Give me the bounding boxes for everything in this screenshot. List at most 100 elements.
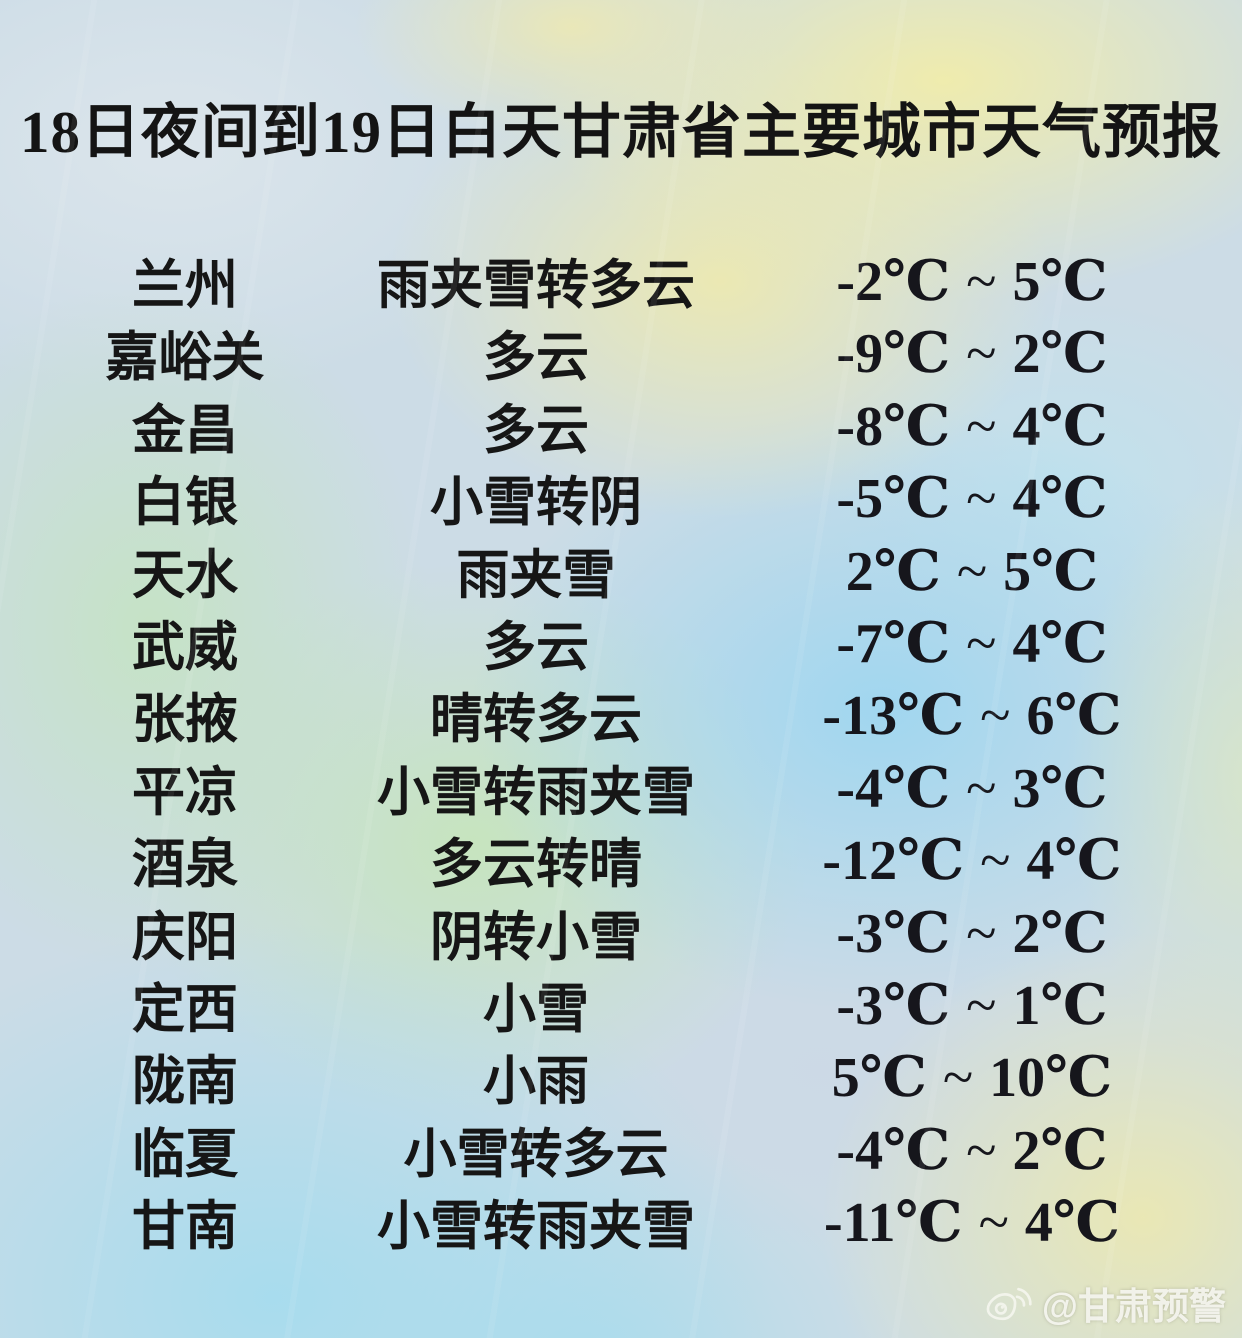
city-name: 临夏 — [132, 1125, 238, 1184]
watermark-handle: @甘肃预警 — [1041, 1286, 1226, 1327]
temperature-range: -9℃ ~2℃ — [762, 320, 1182, 386]
city-name: 白银 — [132, 474, 238, 533]
weather-condition: 雨夹雪转多云 — [377, 257, 695, 315]
temp-high: 4℃ — [1012, 612, 1108, 675]
weather-condition: 小雪转阴 — [430, 474, 642, 533]
temperature-range: -13℃ ~6℃ — [762, 682, 1182, 748]
temperature-range: -4℃ ~3℃ — [762, 755, 1182, 821]
temp-separator: ~ — [966, 251, 997, 313]
temp-high: 2℃ — [1012, 323, 1108, 386]
temp-separator: ~ — [966, 902, 997, 965]
poster-title: 18日夜间到19日白天甘肃省主要城市天气预报 — [19, 99, 1222, 165]
weather-condition: 多云转晴 — [430, 836, 642, 895]
temp-separator: ~ — [942, 1047, 974, 1110]
forecast-row: 酒泉 多云转晴 -12℃ ~4℃ — [60, 822, 1182, 894]
weather-condition: 小雪转雨夹雪 — [377, 1198, 695, 1257]
weather-condition: 晴转多云 — [430, 691, 642, 750]
temp-separator: ~ — [966, 468, 997, 531]
temp-separator: ~ — [978, 1192, 1009, 1255]
temp-separator: ~ — [966, 974, 997, 1037]
temp-high: 4℃ — [1026, 830, 1122, 893]
temp-high: 3℃ — [1012, 757, 1108, 820]
weather-condition: 雨夹雪 — [456, 546, 616, 605]
city-name: 武威 — [132, 618, 238, 677]
temp-separator: ~ — [980, 830, 1011, 893]
temp-low: -12℃ — [822, 830, 965, 893]
temperature-range: -7℃ ~4℃ — [762, 610, 1182, 676]
temp-high: 6℃ — [1026, 685, 1122, 748]
weather-condition: 小雪 — [483, 980, 589, 1039]
city-name: 嘉峪关 — [105, 329, 265, 388]
temp-low: -13℃ — [822, 685, 965, 748]
temp-separator: ~ — [966, 323, 997, 386]
city-name: 天水 — [132, 546, 238, 605]
temperature-range: -4℃ ~2℃ — [762, 1117, 1182, 1183]
weather-condition: 小雪转雨夹雪 — [377, 763, 695, 822]
forecast-row: 白银 小雪转阴 -5℃ ~4℃ — [60, 460, 1182, 532]
temp-high: 4℃ — [1024, 1192, 1121, 1255]
temp-separator: ~ — [966, 395, 997, 458]
city-name: 平凉 — [132, 763, 238, 822]
forecast-row: 武威 多云 -7℃ ~4℃ — [60, 605, 1182, 677]
temp-low: -7℃ — [836, 612, 951, 675]
forecast-row: 金昌 多云 -8℃ ~4℃ — [60, 388, 1182, 460]
temperature-range: -2℃ ~5℃ — [762, 248, 1182, 314]
weather-condition: 多云 — [483, 329, 589, 388]
city-name: 张掖 — [132, 691, 238, 750]
temp-low: -5℃ — [836, 468, 951, 531]
city-name: 酒泉 — [132, 836, 238, 895]
temp-high: 4℃ — [1012, 468, 1108, 531]
forecast-row: 庆阳 阴转小雪 -3℃ ~2℃ — [60, 895, 1182, 967]
temp-high: 10℃ — [989, 1047, 1113, 1110]
weather-condition: 多云 — [483, 401, 589, 460]
watermark: @甘肃预警 — [984, 1276, 1226, 1330]
temp-high: 4℃ — [1012, 395, 1108, 458]
temp-high: 5℃ — [1012, 251, 1108, 313]
forecast-row: 平凉 小雪转雨夹雪 -4℃ ~3℃ — [60, 750, 1182, 822]
city-name: 庆阳 — [132, 908, 238, 967]
forecast-table: 兰州 雨夹雪转多云 -2℃ ~5℃ 嘉峪关 多云 -9℃ ~2℃ 金昌 多云 -8℃… — [60, 243, 1182, 1256]
temp-low: -9℃ — [836, 323, 951, 386]
temp-separator: ~ — [980, 685, 1011, 748]
temp-separator: ~ — [966, 1119, 997, 1182]
weather-condition: 阴转小雪 — [430, 908, 642, 967]
temperature-range: -8℃ ~4℃ — [762, 393, 1182, 459]
forecast-row: 定西 小雪 -3℃ ~1℃ — [60, 967, 1182, 1039]
weibo-icon — [984, 1283, 1032, 1323]
temperature-range: -11℃ ~4℃ — [762, 1189, 1182, 1255]
temp-separator: ~ — [966, 612, 997, 675]
weather-condition: 多云 — [483, 618, 589, 677]
temp-low: -11℃ — [823, 1192, 963, 1255]
temperature-range: 2℃ ~5℃ — [762, 538, 1182, 604]
temperature-range: -5℃ ~4℃ — [762, 465, 1182, 531]
weather-condition: 小雪转多云 — [403, 1125, 669, 1184]
temp-high: 2℃ — [1012, 1119, 1108, 1182]
temp-low: 2℃ — [845, 540, 941, 603]
forecast-row: 张掖 晴转多云 -13℃ ~6℃ — [60, 677, 1182, 749]
temperature-range: -12℃ ~4℃ — [762, 827, 1182, 893]
temp-low: -3℃ — [836, 902, 951, 965]
forecast-row: 兰州 雨夹雪转多云 -2℃ ~5℃ — [60, 243, 1182, 315]
city-name: 金昌 — [132, 401, 238, 460]
city-name: 兰州 — [132, 257, 238, 315]
forecast-row: 临夏 小雪转多云 -4℃ ~2℃ — [60, 1112, 1182, 1184]
temp-high: 5℃ — [1003, 540, 1099, 603]
weather-condition: 小雨 — [483, 1053, 589, 1112]
temp-low: -2℃ — [836, 251, 951, 313]
forecast-row: 陇南 小雨 5℃ ~10℃ — [60, 1039, 1182, 1111]
city-name: 甘南 — [132, 1198, 238, 1257]
forecast-row: 嘉峪关 多云 -9℃ ~2℃ — [60, 315, 1182, 387]
temperature-range: -3℃ ~2℃ — [762, 900, 1182, 966]
forecast-row: 天水 雨夹雪 2℃ ~5℃ — [60, 533, 1182, 605]
temp-low: -3℃ — [836, 974, 951, 1037]
temperature-range: 5℃ ~10℃ — [762, 1044, 1182, 1110]
temp-low: -8℃ — [836, 395, 951, 458]
temperature-range: -3℃ ~1℃ — [762, 972, 1182, 1038]
forecast-row: 甘南 小雪转雨夹雪 -11℃ ~4℃ — [60, 1184, 1182, 1256]
city-name: 陇南 — [132, 1053, 238, 1112]
city-name: 定西 — [132, 980, 238, 1039]
temp-high: 1℃ — [1012, 974, 1108, 1037]
temp-separator: ~ — [966, 757, 997, 820]
temp-low: 5℃ — [831, 1047, 927, 1110]
